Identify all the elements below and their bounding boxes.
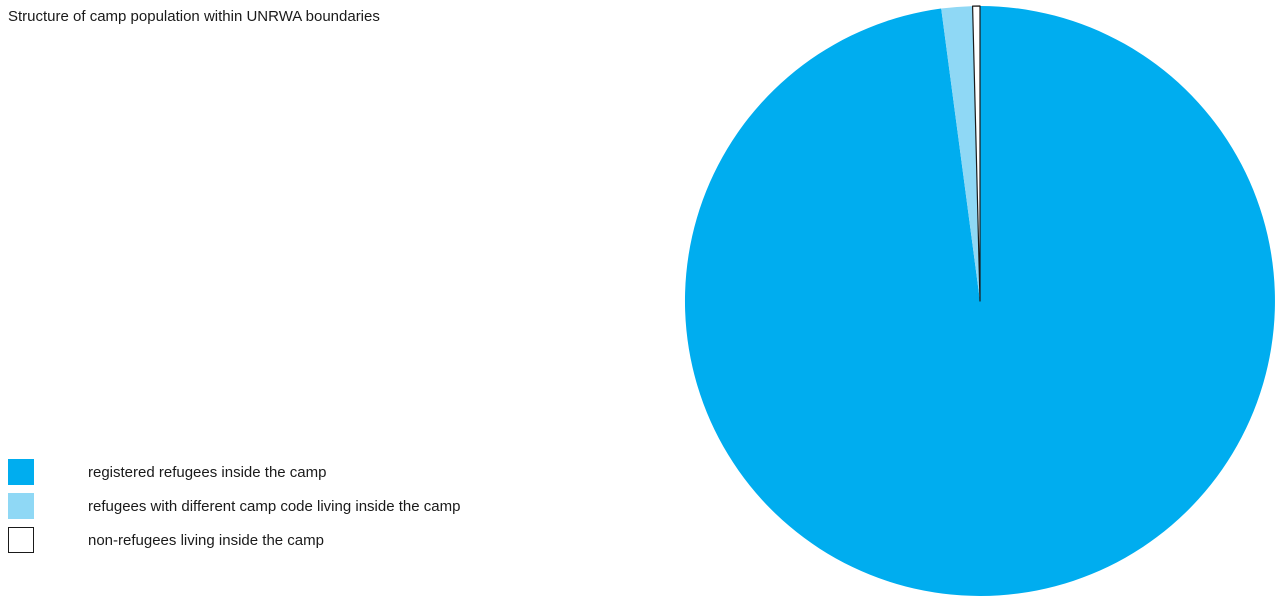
legend-item-different-camp-code: refugees with different camp code living… [8,489,460,523]
legend-swatch-registered-refugees [8,459,34,485]
legend-item-registered-refugees: registered refugees inside the camp [8,455,460,489]
legend-swatch-different-camp-code [8,493,34,519]
legend-label-registered-refugees: registered refugees inside the camp [88,463,327,481]
legend-label-non-refugees: non-refugees living inside the camp [88,531,324,549]
legend-swatch-non-refugees [8,527,34,553]
chart-title: Structure of camp population within UNRW… [8,8,380,25]
pie-slice-different-camp-code [941,6,980,302]
legend: registered refugees inside the camp refu… [8,455,460,557]
legend-label-different-camp-code: refugees with different camp code living… [88,497,461,515]
legend-item-non-refugees: non-refugees living inside the camp [8,523,460,557]
pie-slice-non-refugees [971,5,981,302]
